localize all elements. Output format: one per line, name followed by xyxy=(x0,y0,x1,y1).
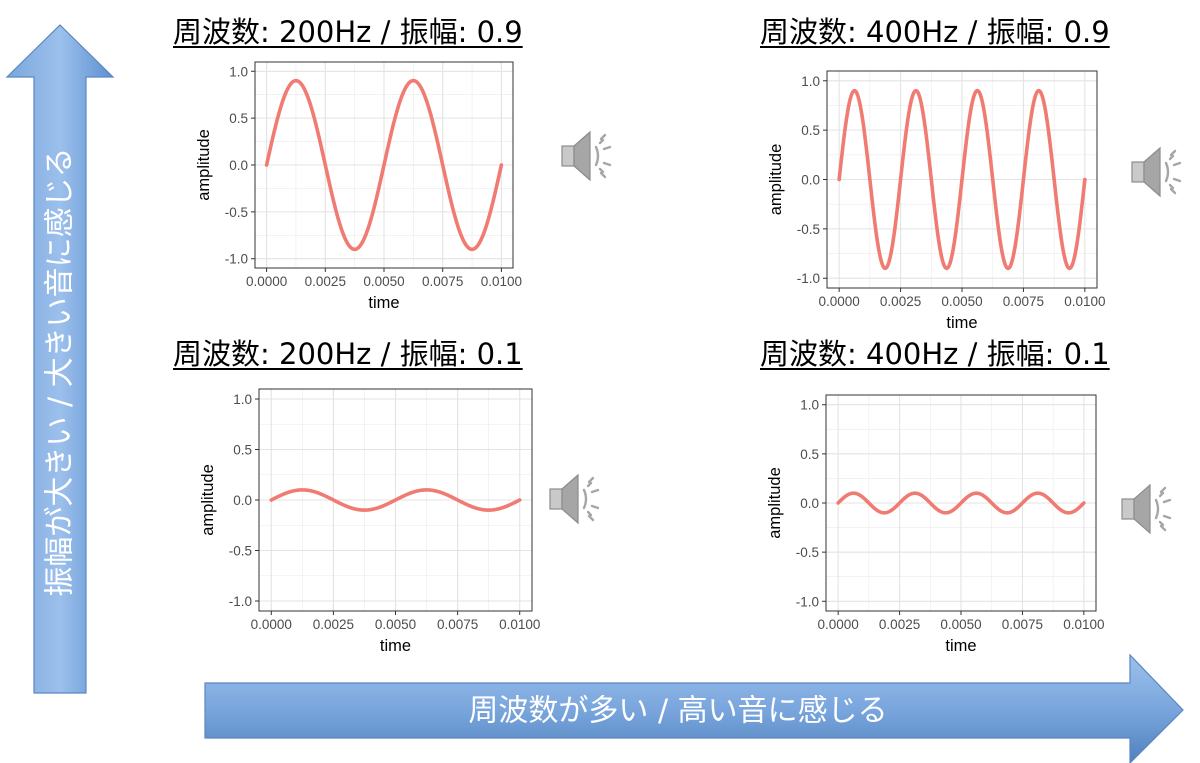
y-tick-label: 0.5 xyxy=(233,442,252,457)
x-tick-label: 0.0100 xyxy=(481,274,522,289)
panel-title-200hz-0.9: 周波数: 200Hz / 振幅: 0.9 xyxy=(173,15,523,49)
y-tick-label: 0.0 xyxy=(801,173,820,188)
x-tick-label: 0.0000 xyxy=(251,617,292,632)
waveform-chart-400hz-0.9: 0.0000 0.0025 0.0050 0.0075 0.0100 1.0 0.5 0.0 -… xyxy=(767,70,1105,332)
vertical-arrow-label: 振幅が大きい / 大きい音に感じる xyxy=(43,147,78,596)
y-tick-label: -0.5 xyxy=(229,544,252,559)
y-axis-title: amplitude xyxy=(767,144,785,216)
speaker-icon[interactable] xyxy=(1120,480,1182,538)
panel-title-200hz-0.1: 周波数: 200Hz / 振幅: 0.1 xyxy=(173,337,523,371)
y-tick-label: 0.5 xyxy=(801,123,820,138)
y-tick-label: 1.0 xyxy=(801,74,820,89)
x-axis-title: time xyxy=(368,294,399,312)
x-tick-label: 0.0075 xyxy=(422,274,463,289)
waveform-chart-400hz-0.1: 0.0000 0.0025 0.0050 0.0075 0.0100 1.0 0.5 0.0 -… xyxy=(766,394,1104,655)
y-tick-label: 0.5 xyxy=(800,447,819,462)
x-tick-label: 0.0000 xyxy=(246,274,287,289)
y-tick-label: 1.0 xyxy=(233,392,252,407)
x-tick-label: 0.0050 xyxy=(375,617,416,632)
y-tick-label: 0.0 xyxy=(800,496,819,511)
y-tick-label: -1.0 xyxy=(229,594,252,609)
x-tick-label: 0.0025 xyxy=(880,294,921,309)
x-tick-label: 0.0100 xyxy=(499,617,540,632)
x-tick-label: 0.0050 xyxy=(363,274,404,289)
y-tick-label: 1.0 xyxy=(229,64,248,79)
y-axis-title: amplitude xyxy=(766,467,784,539)
speaker-icon[interactable] xyxy=(548,470,610,528)
x-axis-title: time xyxy=(380,637,411,655)
y-tick-label: 1.0 xyxy=(800,398,819,413)
vertical-amplitude-arrow xyxy=(5,24,115,694)
x-tick-label: 0.0025 xyxy=(879,617,920,632)
panel-title-400hz-0.9: 周波数: 400Hz / 振幅: 0.9 xyxy=(760,15,1110,49)
x-tick-label: 0.0075 xyxy=(1002,617,1043,632)
x-tick-label: 0.0050 xyxy=(940,617,981,632)
x-axis-title: time xyxy=(946,314,977,332)
horizontal-arrow-label: 周波数が多い / 高い音に感じる xyxy=(468,694,887,729)
y-tick-label: -0.5 xyxy=(225,205,248,220)
x-tick-label: 0.0100 xyxy=(1064,294,1105,309)
y-tick-label: -0.5 xyxy=(797,222,820,237)
y-tick-label: -1.0 xyxy=(796,594,819,609)
speaker-icon[interactable] xyxy=(560,127,622,185)
x-tick-label: 0.0000 xyxy=(818,617,859,632)
waveform-chart-200hz-0.1: 0.0000 0.0025 0.0050 0.0075 0.0100 1.0 0.5 0.0 -… xyxy=(199,388,540,655)
y-tick-label: -1.0 xyxy=(797,271,820,286)
y-tick-label: -1.0 xyxy=(225,252,248,267)
y-tick-label: -0.5 xyxy=(796,545,819,560)
sine-wave-series xyxy=(269,488,522,512)
waveform-chart-200hz-0.9: 0.0000 0.0025 0.0050 0.0075 0.0100 1.0 0.5 0.0 -… xyxy=(195,61,522,312)
sine-wave-series xyxy=(264,78,504,252)
x-tick-label: 0.0050 xyxy=(941,294,982,309)
y-tick-label: 0.0 xyxy=(233,493,252,508)
panel-title-400hz-0.1: 周波数: 400Hz / 振幅: 0.1 xyxy=(760,337,1110,371)
x-axis-title: time xyxy=(945,637,976,655)
x-tick-label: 0.0025 xyxy=(313,617,354,632)
speaker-icon[interactable] xyxy=(1130,143,1192,201)
x-tick-label: 0.0100 xyxy=(1063,617,1104,632)
x-tick-label: 0.0075 xyxy=(1003,294,1044,309)
horizontal-frequency-arrow xyxy=(204,653,1184,763)
x-tick-label: 0.0025 xyxy=(305,274,346,289)
y-tick-label: 0.0 xyxy=(229,158,248,173)
y-axis-title: amplitude xyxy=(199,464,217,536)
x-tick-label: 0.0075 xyxy=(437,617,478,632)
y-axis-title: amplitude xyxy=(195,129,213,201)
sine-wave-series xyxy=(837,88,1087,271)
y-tick-label: 0.5 xyxy=(229,111,248,126)
sine-wave-series xyxy=(836,491,1086,515)
x-tick-label: 0.0000 xyxy=(819,294,860,309)
